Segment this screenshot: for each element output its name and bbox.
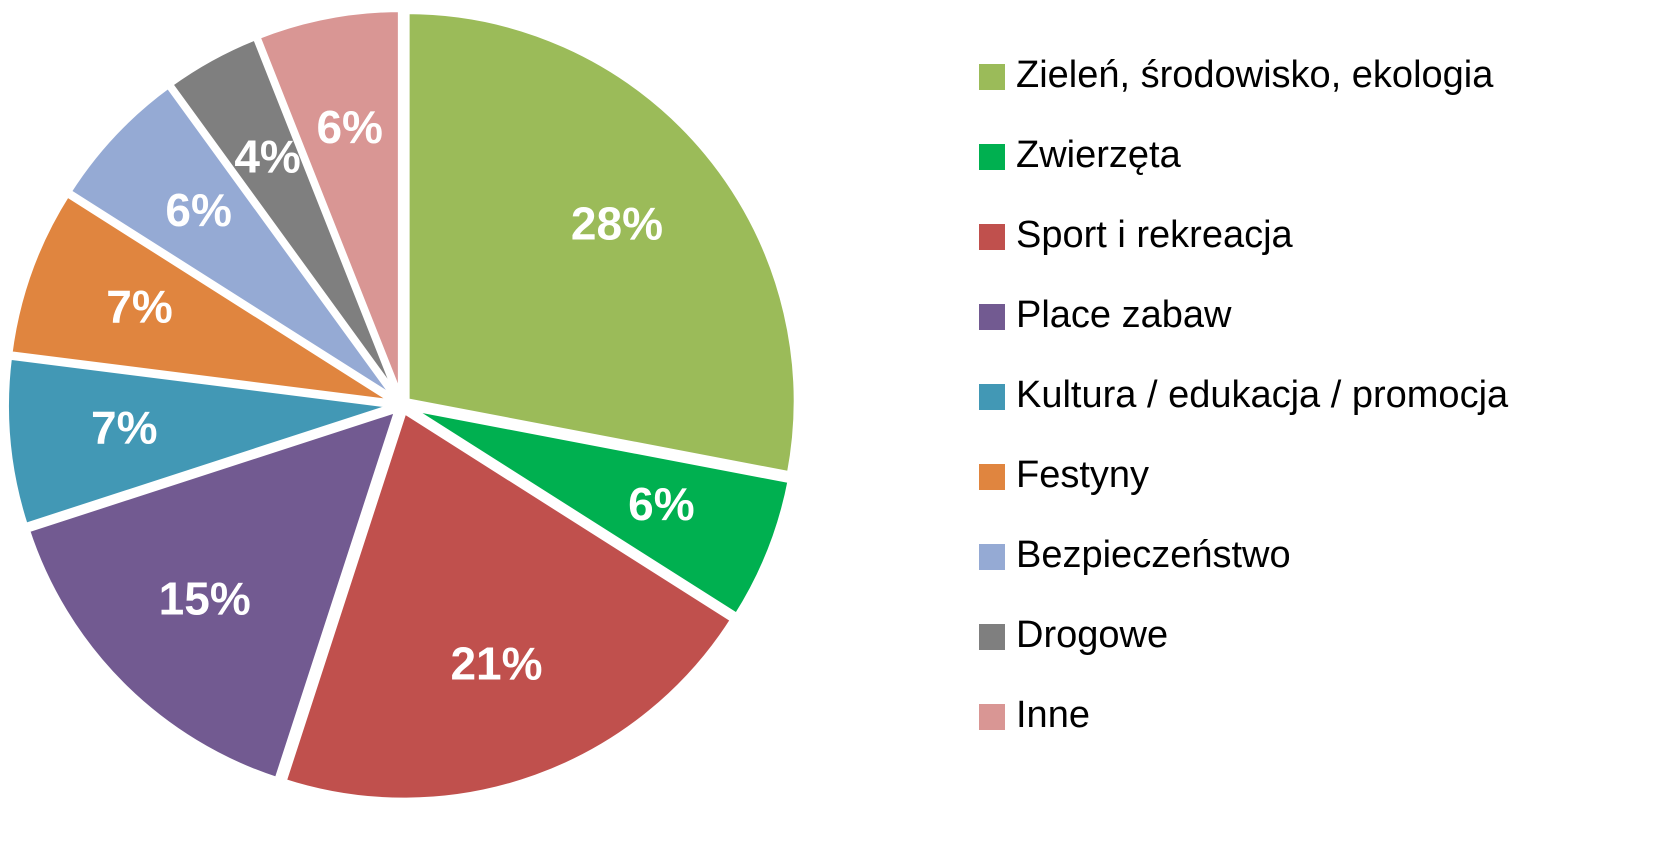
data-label: 28% <box>571 197 663 249</box>
legend-swatch <box>979 144 1005 170</box>
legend-swatch <box>979 304 1005 330</box>
legend-label: Festyny <box>1016 454 1149 496</box>
pie-slice <box>6 189 398 406</box>
pie-slice <box>403 8 800 478</box>
legend-label: Drogowe <box>1016 614 1168 656</box>
legend-swatch <box>979 704 1005 730</box>
pie-slice <box>23 404 403 784</box>
pie-slice <box>405 404 795 621</box>
pie-slice <box>64 81 401 404</box>
data-label: 21% <box>450 638 542 690</box>
data-label: 15% <box>159 572 251 624</box>
legend-label: Place zabaw <box>1016 294 1232 336</box>
data-label: 7% <box>106 281 172 333</box>
legend-label: Sport i rekreacja <box>1016 214 1294 256</box>
legend-label: Bezpieczeństwo <box>1016 534 1291 576</box>
data-label: 4% <box>234 131 300 183</box>
legend-swatch <box>979 64 1005 90</box>
legend-label: Kultura / edukacja / promocja <box>1016 374 1509 416</box>
legend-label: Zieleń, środowisko, ekologia <box>1016 54 1494 96</box>
data-label: 6% <box>628 478 694 530</box>
pie-slice <box>253 6 404 401</box>
data-label: 6% <box>165 184 231 236</box>
data-label: 7% <box>91 401 157 453</box>
legend-swatch <box>979 224 1005 250</box>
legend-swatch <box>979 384 1005 410</box>
legend-label: Inne <box>1016 694 1090 736</box>
legend-swatch <box>979 624 1005 650</box>
legend-swatch <box>979 544 1005 570</box>
legend-swatch <box>979 464 1005 490</box>
legend-label: Zwierzęta <box>1016 134 1182 176</box>
pie-slice <box>279 406 738 804</box>
pie-slice <box>3 353 397 530</box>
data-label: 6% <box>316 101 382 153</box>
